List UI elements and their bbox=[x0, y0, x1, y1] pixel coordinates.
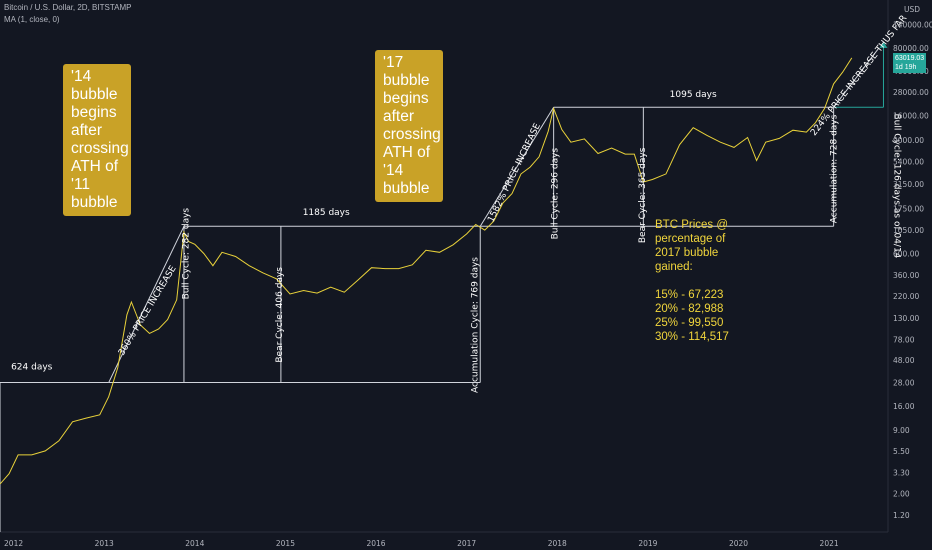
y-tick-label: 600.00 bbox=[893, 250, 919, 259]
y-tick-label: 2.00 bbox=[893, 489, 910, 498]
cycle-label-bull-3: Bull Cycle: 126 days as of 04/14 bbox=[891, 114, 901, 259]
annotation-lines bbox=[0, 41, 888, 532]
x-tick-label: 2013 bbox=[95, 539, 114, 548]
cycle-label-bear-2: Bear Cycle: 365 days bbox=[638, 147, 648, 243]
y-tick-label: 130.00 bbox=[893, 314, 919, 323]
span-label-1185: 1185 days bbox=[303, 208, 350, 218]
price-series-line bbox=[0, 57, 853, 485]
y-tick-label: 3.30 bbox=[893, 468, 910, 477]
y-tick-label: 220.00 bbox=[893, 292, 919, 301]
x-tick-label: 2019 bbox=[638, 539, 657, 548]
y-tick-label: 9000.00 bbox=[893, 136, 924, 145]
y-tick-label: 28000.00 bbox=[893, 88, 929, 97]
y-tick-label: 78.00 bbox=[893, 335, 915, 344]
x-tick-label: 2016 bbox=[366, 539, 385, 548]
y-tick-label: 360.00 bbox=[893, 271, 919, 280]
callout-17-bubble: '17 bubble begins after crossing ATH of … bbox=[375, 50, 443, 202]
y-tick-label: 1050.00 bbox=[893, 226, 924, 235]
annotation-labels: 624 days 1185 days 1095 days Bull Cycle: 28… bbox=[11, 14, 909, 393]
cycle-label-bull-2: Bull Cycle: 296 days bbox=[550, 148, 560, 240]
y-tick-label: 80000.00 bbox=[893, 44, 929, 53]
span-label-1095: 1095 days bbox=[670, 90, 717, 100]
y-tick-label: 3150.00 bbox=[893, 180, 924, 189]
y-tick-label: 28.00 bbox=[893, 379, 915, 388]
x-axis: 2012 2013 2014 2015 2016 2017 2018 2019 2020 2021 bbox=[4, 539, 839, 548]
y-axis: 140000.0080000.0046000.0028000.0016000.0… bbox=[893, 5, 932, 520]
x-tick-label: 2015 bbox=[276, 539, 295, 548]
x-tick-label: 2014 bbox=[185, 539, 204, 548]
y-tick-label: 16000.00 bbox=[893, 112, 929, 121]
increase-line-2021 bbox=[833, 47, 880, 108]
y-tick-label: 48.00 bbox=[893, 356, 915, 365]
last-price-badge: 63019.03 1d 19h bbox=[893, 53, 927, 73]
x-tick-label: 2017 bbox=[457, 539, 476, 548]
x-tick-label: 2018 bbox=[548, 539, 567, 548]
symbol-title: Bitcoin / U.S. Dollar, 2D, BITSTAMP bbox=[4, 3, 132, 12]
cycle-label-bear-1: Bear Cycle: 406 days bbox=[275, 267, 285, 363]
indicator-label: MA (1, close, 0) bbox=[4, 15, 60, 24]
x-tick-label: 2020 bbox=[729, 539, 748, 548]
x-tick-label: 2021 bbox=[820, 539, 839, 548]
span-label-624: 624 days bbox=[11, 363, 53, 373]
y-axis-currency: USD bbox=[904, 5, 920, 14]
y-tick-label: 5.50 bbox=[893, 447, 910, 456]
x-tick-label: 2012 bbox=[4, 539, 23, 548]
y-tick-label: 9.00 bbox=[893, 426, 910, 435]
cycle-label-bull-1: Bull Cycle: 282 days bbox=[181, 208, 191, 300]
increase-line-2014 bbox=[108, 226, 185, 383]
last-price-value: 63019.03 bbox=[895, 55, 925, 62]
increase-label-2: 1582% PRICE INCREASE bbox=[486, 122, 543, 224]
y-tick-label: 5400.00 bbox=[893, 157, 924, 166]
arrow-head bbox=[879, 41, 888, 48]
increase-label-1: 360% PRICE INCREASE bbox=[117, 264, 179, 358]
y-tick-label: 140000.00 bbox=[893, 20, 932, 29]
increase-line-2017 bbox=[479, 107, 555, 227]
cycle-label-accum-2: Accumulation: 728 days bbox=[829, 114, 839, 223]
callout-14-bubble: '14 bubble begins after crossing ATH of … bbox=[63, 64, 131, 216]
y-tick-label: 1750.00 bbox=[893, 205, 924, 214]
cycle-label-accum-1: Accumulation Cycle: 769 days bbox=[471, 257, 481, 393]
last-price-countdown: 1d 19h bbox=[895, 64, 917, 71]
y-tick-label: 1.20 bbox=[893, 511, 910, 520]
btc-prices-note: BTC Prices @ percentage of 2017 bubble g… bbox=[655, 219, 729, 343]
y-tick-label: 16.00 bbox=[893, 402, 915, 411]
chart-grid bbox=[0, 0, 889, 533]
